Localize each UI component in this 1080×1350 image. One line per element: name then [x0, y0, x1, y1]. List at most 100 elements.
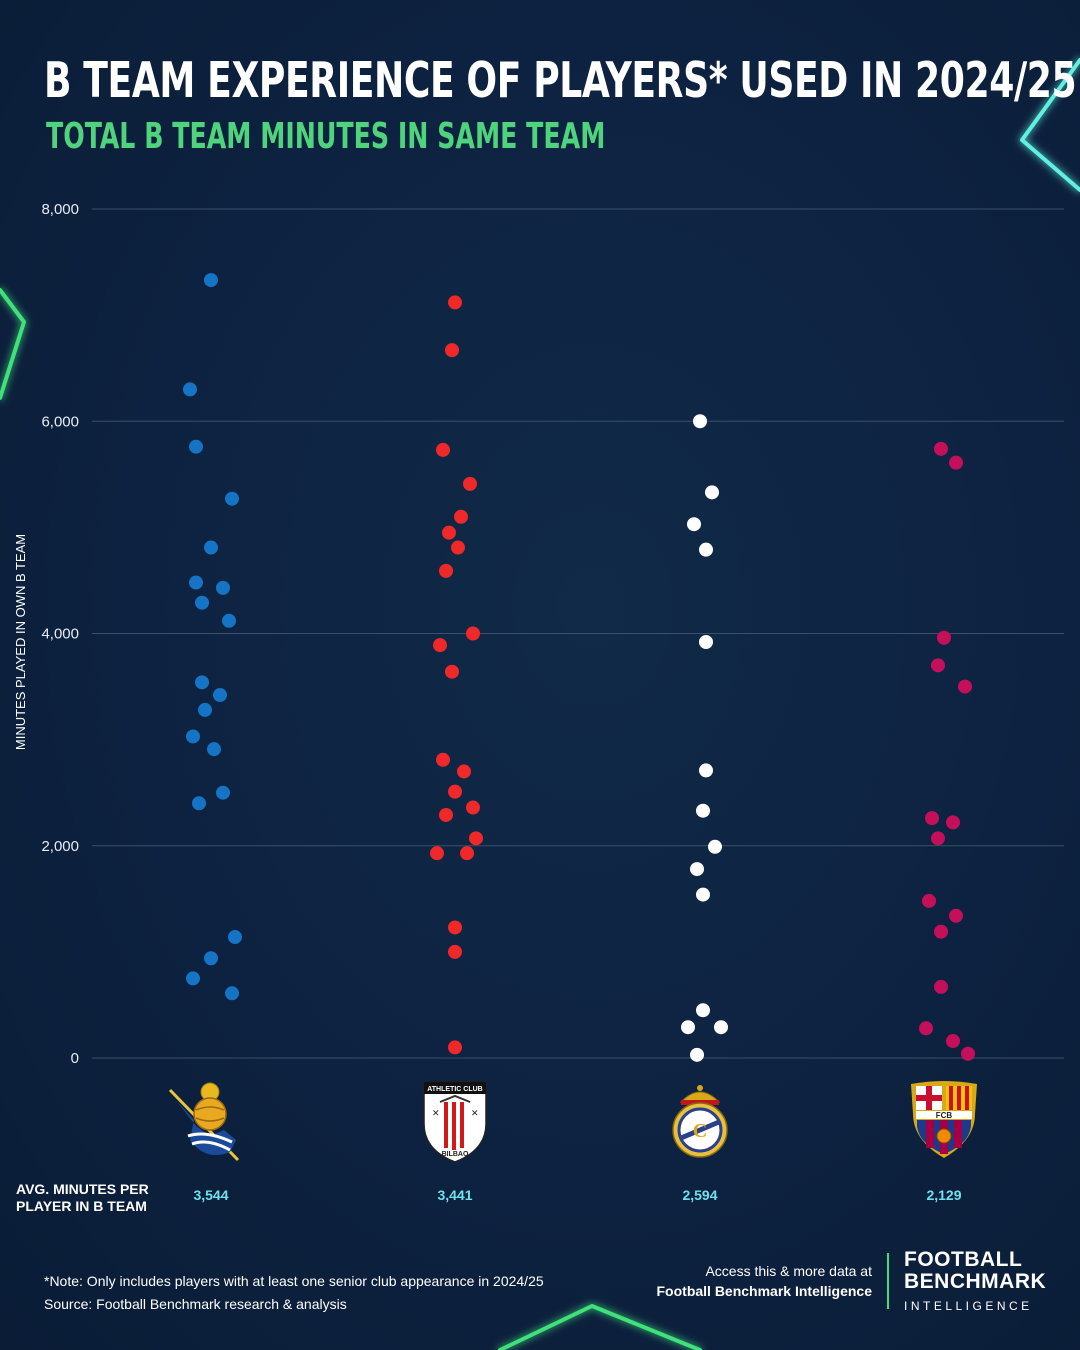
series-real-madrid — [681, 414, 728, 1062]
footnote-source: Source: Football Benchmark research & an… — [44, 1296, 347, 1312]
data-point — [690, 862, 704, 877]
data-point — [961, 1046, 975, 1061]
data-point — [186, 729, 200, 744]
chart-subtitle: TOTAL B TEAM MINUTES IN SAME TEAM — [46, 116, 606, 157]
svg-text:C: C — [693, 1120, 707, 1142]
data-point — [934, 924, 948, 939]
data-point — [949, 455, 963, 470]
avg-minutes-label: AVG. MINUTES PER PLAYER IN B TEAM — [16, 1181, 149, 1214]
data-point — [192, 796, 206, 811]
data-point — [436, 752, 450, 767]
data-point — [931, 658, 945, 673]
data-point — [195, 675, 209, 690]
fbi-link[interactable]: Football Benchmark Intelligence — [656, 1283, 873, 1299]
data-point — [183, 382, 197, 397]
glow-line-left — [0, 288, 26, 400]
data-point — [439, 563, 453, 578]
data-point — [189, 575, 203, 590]
data-point — [949, 908, 963, 923]
data-point — [448, 295, 462, 310]
data-point — [448, 784, 462, 799]
data-point — [186, 971, 200, 986]
series-real-sociedad — [183, 273, 242, 1001]
data-point — [460, 846, 474, 861]
data-point — [189, 439, 203, 454]
data-point — [457, 764, 471, 779]
logo-divider — [887, 1253, 889, 1309]
data-point — [445, 343, 459, 358]
data-point — [925, 811, 939, 826]
y-tick-label: 8,000 — [41, 201, 79, 218]
data-point — [195, 595, 209, 610]
data-point — [931, 831, 945, 846]
athletic-crest-bottom-text: BILBAO — [442, 1151, 469, 1158]
data-point — [198, 702, 212, 717]
data-point — [693, 414, 707, 429]
data-point — [448, 920, 462, 935]
real-madrid-crest-icon: C — [672, 1085, 728, 1158]
data-point — [445, 664, 459, 679]
y-tick-label: 2,000 — [41, 838, 79, 855]
data-point — [451, 540, 465, 555]
data-point — [696, 803, 710, 818]
series-barcelona — [919, 441, 975, 1061]
glow-line-top-right — [1020, 58, 1080, 192]
athletic-crest-top-text: ATHLETIC CLUB — [427, 1086, 482, 1093]
data-point — [454, 509, 468, 524]
footnote: *Note: Only includes players with at lea… — [44, 1270, 544, 1316]
data-point — [436, 442, 450, 457]
data-point — [466, 626, 480, 641]
data-point — [469, 831, 483, 846]
data-point — [448, 944, 462, 959]
data-point — [204, 951, 218, 966]
access-promo: Access this & more data at Football Benc… — [656, 1263, 873, 1299]
data-point — [681, 1020, 695, 1035]
data-point — [919, 1021, 933, 1036]
football-benchmark-logo: FOOTBALL BENCHMARK INTELLIGENCE — [904, 1248, 1047, 1314]
data-point — [714, 1020, 728, 1035]
data-point — [699, 634, 713, 649]
data-point — [696, 887, 710, 902]
data-point — [699, 542, 713, 557]
y-axis-ticks: 0 2,000 4,000 6,000 8,000 — [41, 201, 79, 1067]
data-point — [433, 638, 447, 653]
data-point — [222, 613, 236, 628]
data-point — [466, 800, 480, 815]
data-point — [439, 807, 453, 822]
real-sociedad-crest-icon — [168, 1082, 240, 1162]
chart-title: B TEAM EXPERIENCE OF PLAYERS* USED IN 20… — [44, 52, 1077, 109]
y-tick-label: 4,000 — [41, 626, 79, 643]
data-point — [922, 893, 936, 908]
data-point — [442, 525, 456, 540]
y-tick-label: 0 — [71, 1050, 79, 1067]
avg-value-barcelona: 2,129 — [926, 1187, 962, 1203]
data-point — [696, 1003, 710, 1018]
data-point — [228, 930, 242, 945]
y-axis-label: MINUTES PLAYED IN OWN B TEAM — [13, 534, 28, 750]
data-point — [687, 517, 701, 532]
barca-crest-text: FCB — [936, 1111, 953, 1120]
data-point — [946, 1034, 960, 1049]
data-point — [225, 986, 239, 1001]
data-point — [705, 485, 719, 500]
data-point — [213, 688, 227, 703]
barcelona-crest-icon: FCB — [911, 1081, 977, 1158]
data-point — [204, 540, 218, 555]
footnote-note: *Note: Only includes players with at lea… — [44, 1273, 544, 1289]
avg-value-athletic-club: 3,441 — [437, 1187, 473, 1203]
athletic-club-crest-icon: ATHLETIC CLUB ✕ ✕ BILBAO — [423, 1081, 487, 1163]
data-point — [225, 491, 239, 506]
y-tick-label: 6,000 — [41, 413, 79, 430]
data-point — [204, 273, 218, 288]
data-point — [937, 630, 951, 645]
data-point — [448, 1040, 462, 1055]
data-point — [430, 846, 444, 861]
svg-text:✕: ✕ — [432, 1109, 440, 1119]
data-point — [946, 815, 960, 830]
glow-line-bottom — [498, 1304, 702, 1350]
data-point — [958, 679, 972, 694]
data-point — [216, 785, 230, 800]
data-point — [207, 742, 221, 757]
data-point — [934, 979, 948, 994]
